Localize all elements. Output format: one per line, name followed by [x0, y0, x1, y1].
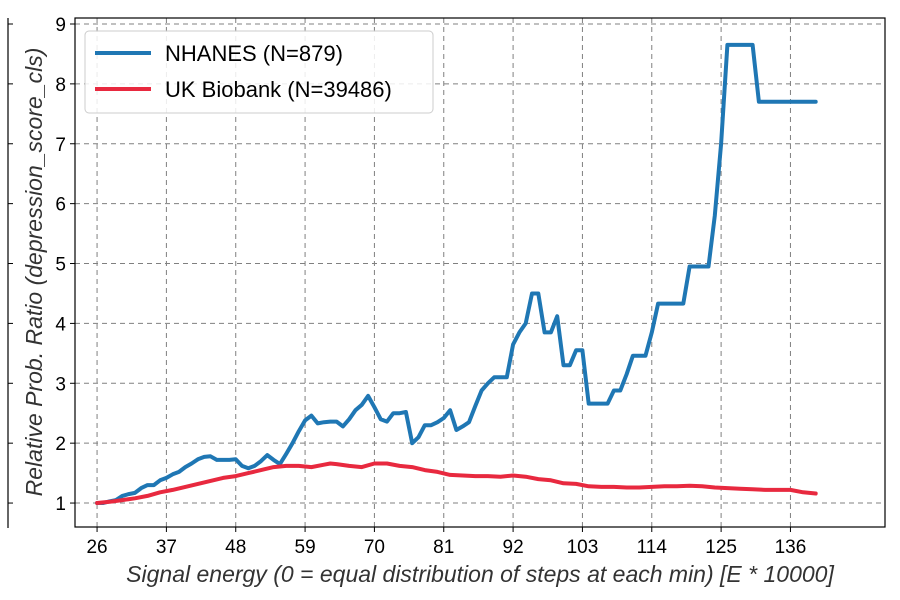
- legend: NHANES (N=879) UK Biobank (N=39486): [84, 30, 434, 114]
- x-tick-label: 59: [295, 537, 316, 558]
- series-line-nhanes: [95, 42, 818, 505]
- x-tick-label: 103: [567, 537, 599, 558]
- x-tick-label: 92: [503, 537, 524, 558]
- legend-entry: NHANES (N=879): [165, 41, 343, 66]
- y-tick-label: 9: [55, 15, 66, 36]
- plot-frame: [74, 17, 886, 528]
- y-tick-label: 4: [55, 314, 66, 335]
- x-axis-label: Signal energy (0 = equal distribution of…: [126, 561, 834, 587]
- x-tick-label: 37: [156, 537, 177, 558]
- legend-box: [84, 30, 434, 114]
- x-tick-label: 81: [433, 537, 454, 558]
- y-axis-ticks: 1 2 3 4 5 6 7 8 9: [8, 15, 75, 515]
- series-line-uk-biobank: [95, 461, 818, 505]
- x-tick-label: 26: [86, 537, 107, 558]
- y-axis-label: Relative Prob. Ratio (depression_score_c…: [21, 48, 47, 497]
- y-tick-label: 3: [55, 374, 66, 395]
- x-tick-label: 136: [775, 537, 807, 558]
- y-tick-label: 6: [55, 195, 66, 216]
- y-tick-label: 5: [55, 255, 66, 276]
- y-tick-label: 8: [55, 75, 66, 96]
- x-tick-label: 70: [364, 537, 385, 558]
- legend-entry: UK Biobank (N=39486): [165, 77, 392, 102]
- y-tick-label: 2: [55, 434, 66, 455]
- x-tick-label: 48: [225, 537, 246, 558]
- x-tick-label: 125: [705, 537, 737, 558]
- x-axis-ticks: 26 37 48 59 70 81 92 103 114 125 136: [86, 527, 806, 558]
- y-tick-label: 7: [55, 135, 66, 156]
- y-tick-label: 1: [55, 494, 66, 515]
- series-layer: [95, 42, 818, 505]
- x-tick-label: 114: [637, 537, 668, 558]
